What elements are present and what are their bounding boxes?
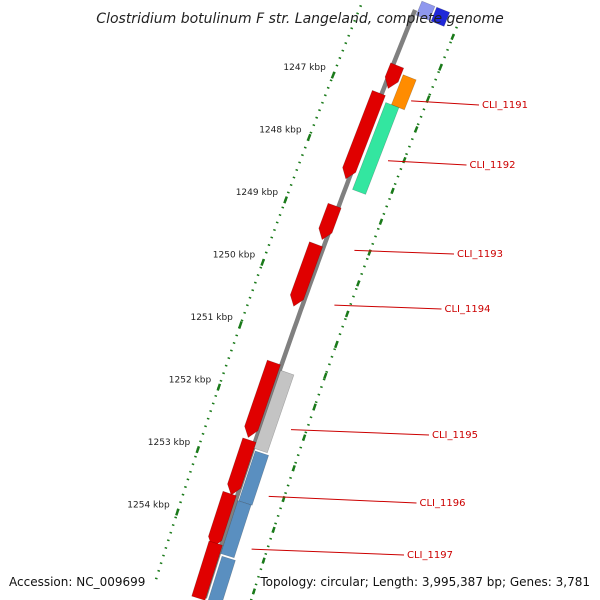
gene-leader-line <box>387 160 467 166</box>
inner-tick-mark <box>450 33 456 41</box>
gene-label: CLI_1191 <box>482 100 528 111</box>
topology-label: Topology: circular; Length: 3,995,387 bp… <box>259 575 590 589</box>
gene-labels: CLI_1191 CLI_1192 CLI_1193 CLI_1194 CLI_1195… <box>251 100 528 561</box>
gene-label: CLI_1195 <box>432 430 478 441</box>
inner-tick-mark <box>334 341 339 349</box>
kbp-tick-mark <box>238 320 243 329</box>
gene-blue-top-dark <box>430 6 451 27</box>
gene-label: CLI_1194 <box>445 304 491 315</box>
gene-red-1195a <box>244 359 281 438</box>
gene-leader-line <box>334 304 442 310</box>
gene-leader-line <box>411 100 480 106</box>
kbp-tick-mark <box>330 71 336 79</box>
inner-tick-mark <box>312 403 317 410</box>
kbp-tick-mark <box>260 258 266 267</box>
gene-red-bottom <box>191 540 223 600</box>
kbp-tick-mark <box>216 383 222 391</box>
inner-tick-mark <box>413 126 419 133</box>
inner-tick-mark <box>302 434 307 441</box>
gene-label: CLI_1197 <box>407 550 453 561</box>
gene-cli-1196 <box>238 450 269 506</box>
kbp-tick-label: 1250 kbp <box>213 251 256 261</box>
inner-dotted-ring <box>249 26 458 600</box>
gene-features <box>191 0 451 600</box>
dotted-rings <box>153 0 458 600</box>
gene-label: CLI_1196 <box>420 498 466 509</box>
gene-red-1196a <box>227 437 257 496</box>
gene-leader-line <box>251 548 405 556</box>
kbp-tick-mark <box>283 196 288 204</box>
inner-tick-mark <box>291 465 296 472</box>
kbp-tick-label: 1254 kbp <box>127 501 170 511</box>
inner-tick-mark <box>425 95 431 102</box>
gene-cli-1194 <box>289 241 324 307</box>
kbp-tick-label: 1247 kbp <box>283 63 326 73</box>
inner-tick-mark <box>261 557 266 564</box>
inner-tick-mark <box>438 64 443 71</box>
gene-blue-bottom <box>207 555 236 600</box>
kbp-tick-mark <box>175 508 180 516</box>
kbp-tick-label: 1249 kbp <box>236 188 279 198</box>
inner-tick-mark <box>323 372 328 380</box>
gene-cli-1192 <box>352 102 400 195</box>
kbp-tick-label: 1248 kbp <box>259 126 302 136</box>
gene-label: CLI_1192 <box>470 160 516 171</box>
inner-tick-mark <box>251 588 256 595</box>
inner-tick-mark <box>344 310 350 318</box>
gene-leader-line <box>290 429 430 436</box>
accession-label: Accession: NC_009699 <box>9 575 145 589</box>
gene-label: CLI_1193 <box>457 249 503 260</box>
kbp-tick-label: 1253 kbp <box>148 438 191 448</box>
kbp-tick-mark <box>306 133 312 142</box>
gene-red-1192a <box>342 90 386 180</box>
inner-tick-mark <box>356 280 361 287</box>
gene-leader-line <box>268 495 417 504</box>
gene-cli-1193 <box>318 202 342 241</box>
inner-tick-mark <box>378 218 384 226</box>
gene-blue-top-light <box>415 0 436 21</box>
outer-dotted-ring <box>153 0 365 583</box>
kbp-tick-mark <box>195 445 201 454</box>
map-title: Clostridium botulinum F str. Langeland, … <box>96 11 503 27</box>
inner-tick-mark <box>271 526 276 534</box>
inner-tick-mark <box>390 187 395 195</box>
kbp-tick-label: 1251 kbp <box>190 313 233 323</box>
kbp-tick-label: 1252 kbp <box>169 376 212 386</box>
gene-leader-line <box>354 249 455 255</box>
kbp-ticks: 1247 kbp 1248 kbp 1249 kbp 1250 kbp 1251 kbp… <box>127 33 456 595</box>
gene-cli-1197 <box>220 500 252 559</box>
gene-red-1191a <box>384 62 405 89</box>
